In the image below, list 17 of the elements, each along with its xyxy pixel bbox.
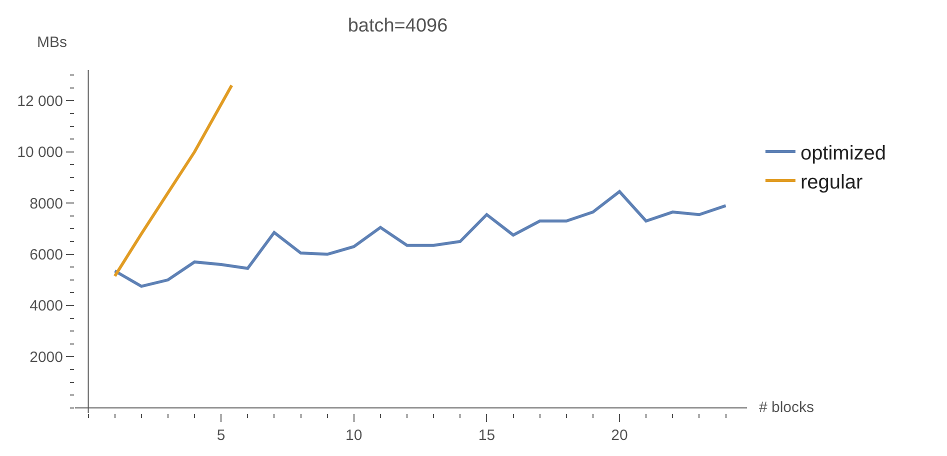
- legend-label: regular: [800, 171, 864, 194]
- y-tick-label: 6000: [30, 246, 63, 264]
- x-tick-label: 5: [216, 427, 226, 444]
- line-series: [113, 190, 728, 288]
- legend-label: optimized: [800, 142, 886, 164]
- chart-title: batch=4096: [348, 16, 448, 37]
- x-tick-label: 10: [346, 427, 362, 444]
- y-tick-label: 4000: [30, 298, 63, 315]
- y-tick-label: 12 000: [17, 92, 63, 110]
- y-tick-label: 8000: [30, 195, 63, 212]
- y-axis-title: MBs: [37, 34, 67, 51]
- y-tick-label: 10 000: [17, 144, 63, 162]
- x-tick-label: 20: [611, 427, 628, 444]
- x-tick-label: 15: [478, 427, 496, 444]
- y-tick-label: 2000: [30, 348, 63, 366]
- line-series: [113, 84, 234, 278]
- x-axis-title: # blocks: [759, 399, 814, 416]
